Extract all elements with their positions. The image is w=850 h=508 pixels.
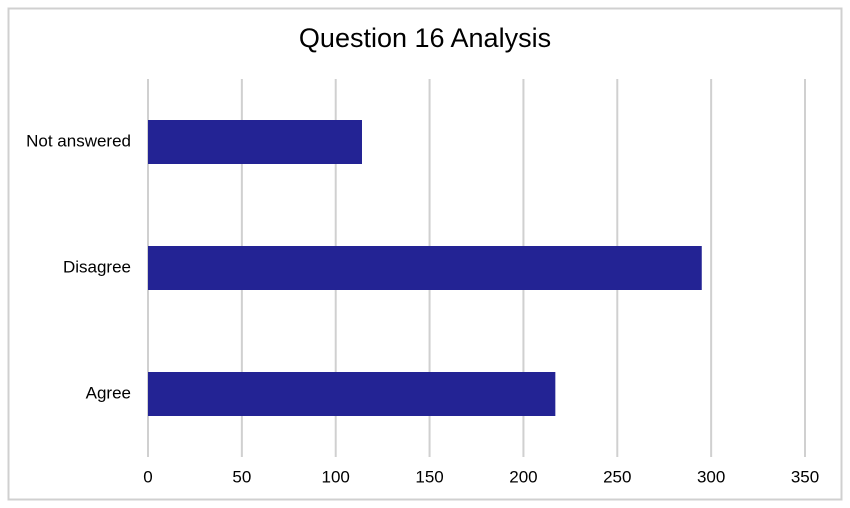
x-tick-label: 0 (143, 467, 152, 486)
x-tick-label: 50 (232, 467, 251, 486)
x-tick-label: 100 (322, 467, 350, 486)
x-tick-label: 250 (603, 467, 631, 486)
bar (148, 246, 702, 290)
chart-title: Question 16 Analysis (299, 23, 551, 53)
y-tick-label: Agree (86, 383, 131, 402)
bar (148, 372, 556, 416)
x-tick-label: 300 (697, 467, 725, 486)
y-tick-label: Not answered (26, 131, 131, 150)
x-tick-label: 350 (791, 467, 819, 486)
x-tick-label: 150 (415, 467, 443, 486)
bar (148, 120, 362, 164)
y-tick-label: Disagree (63, 257, 131, 276)
x-tick-label: 200 (509, 467, 537, 486)
